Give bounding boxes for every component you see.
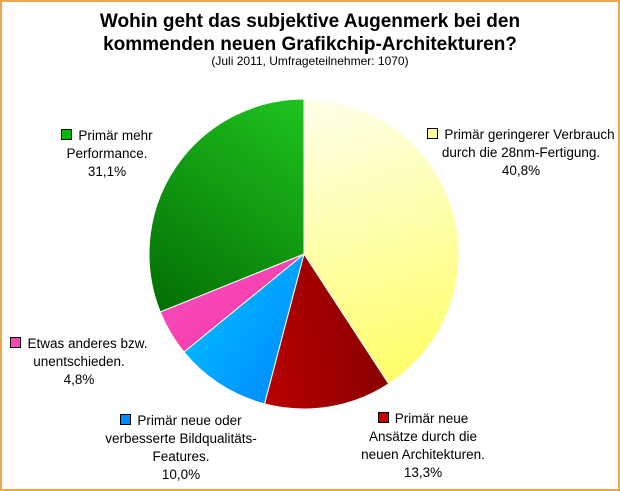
slice-name-bildqualitaet: Primär neue oder verbesserte Bildqualitä… <box>105 413 257 464</box>
legend-swatch-anderes <box>10 337 22 348</box>
chart-subtitle: (Juli 2011, Umfrageteilnehmer: 1070) <box>211 54 409 68</box>
legend-swatch-verbrauch <box>427 128 439 139</box>
legend-swatch-bildqualitaet <box>120 414 132 425</box>
slice-value-bildqualitaet: 10,0% <box>161 467 201 482</box>
legend-swatch-performance <box>61 129 73 140</box>
slice-name-anderes: Etwas anderes bzw. unentschieden. <box>27 336 148 369</box>
slice-name-performance: Primär mehr Performance. <box>66 128 153 161</box>
slice-label-anderes: Etwas anderes bzw. unentschieden. 4,8% <box>4 335 154 389</box>
slice-label-ansaetze: Primär neue Ansätze durch die neuen Arch… <box>353 410 493 482</box>
slice-value-performance: 31,1% <box>87 164 127 179</box>
chart-title-line-2: kommenden neuen Grafikchip-Architekturen… <box>103 34 517 55</box>
slice-label-verbrauch: Primär geringerer Verbrauch durch die 28… <box>416 126 620 180</box>
pie-slice-bildqualitaet <box>183 252 305 405</box>
chart-title-line-1: Wohin geht das subjektive Augenmerk bei … <box>99 11 521 32</box>
slice-name-verbrauch: Primär geringerer Verbrauch durch die 28… <box>441 127 615 160</box>
pie-slice-performance <box>148 98 305 313</box>
slice-label-performance: Primär mehr Performance. 31,1% <box>52 127 162 181</box>
slice-value-verbrauch: 40,8% <box>501 163 541 178</box>
slice-value-ansaetze: 13,3% <box>403 465 443 480</box>
slice-label-bildqualitaet: Primär neue oder verbesserte Bildqualitä… <box>86 412 276 484</box>
slice-name-ansaetze: Primär neue Ansätze durch die neuen Arch… <box>361 411 485 462</box>
slice-value-anderes: 4,8% <box>63 372 95 387</box>
pie-slice-ansaetze <box>263 252 390 410</box>
legend-swatch-ansaetze <box>377 412 389 423</box>
